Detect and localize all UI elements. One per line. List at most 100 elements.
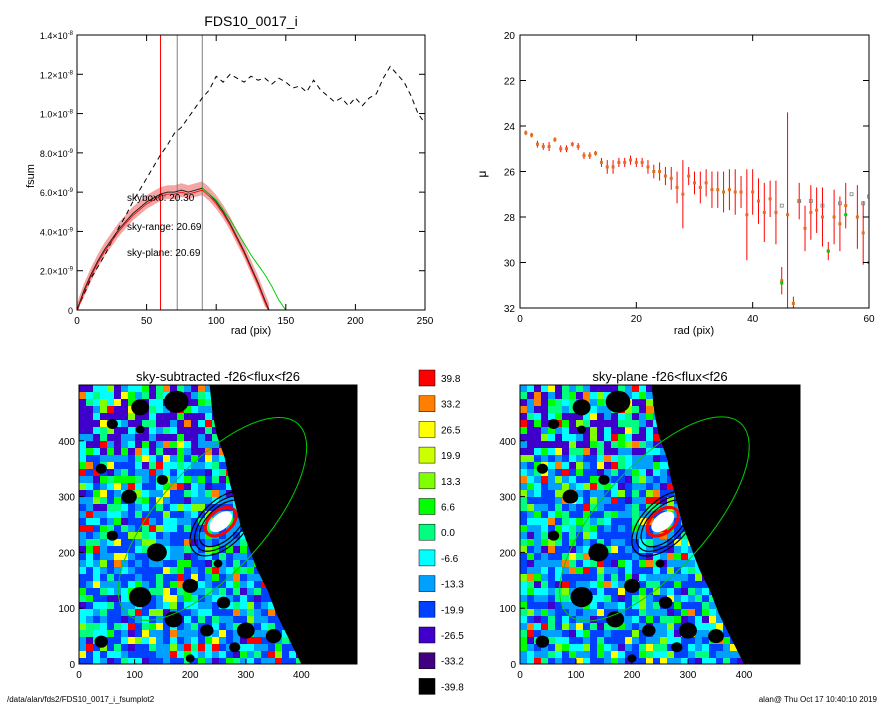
map-pixel [198,637,205,644]
map-pixel [611,602,618,609]
map-pixel [135,525,142,532]
map-pixel [135,483,142,490]
map-pixel [569,644,576,651]
map-pixel [674,609,681,616]
map-pixel [520,581,527,588]
map-pixel [254,630,261,637]
map-pixel [79,602,86,609]
map-pixel [212,427,219,434]
map-pixel [100,651,107,658]
map-pixel [548,448,555,455]
map-pixel [212,490,219,497]
map-pixel [611,658,618,664]
map-pixel [604,560,611,567]
map-pixel [548,602,555,609]
map-pixel [527,532,534,539]
map-pixel [121,448,128,455]
map-pixel [527,511,534,518]
map-pixel [625,406,632,413]
map-pixel [625,518,632,525]
map-pixel [86,658,93,664]
map-pixel [268,623,275,630]
map-pixel [597,462,604,469]
map-pixel [114,616,121,623]
map-pixel [520,469,527,476]
map-pixel [163,497,170,504]
map-pixel [163,588,170,595]
map-pixel [107,546,114,553]
map-pixel [275,651,282,658]
map-pixel [142,532,149,539]
map-pixel [723,637,730,644]
map-pixel [100,441,107,448]
map-pixel [667,658,674,664]
map-pixel [611,546,618,553]
map-pixel [541,581,548,588]
map-pixel [156,385,163,392]
map-pixel [576,518,583,525]
map-pixel [128,427,135,434]
map-pixel [562,546,569,553]
isophote-ellipse [640,499,689,548]
map-pixel [604,406,611,413]
map-pixel [163,518,170,525]
map-pixel [618,602,625,609]
map-pixel [170,595,177,602]
map-pixel [128,504,135,511]
map-pixel [597,602,604,609]
map-pixel [93,651,100,658]
map-pixel [639,399,646,406]
map-pixel [219,455,226,462]
map-pixel [149,602,156,609]
map-pixel [562,406,569,413]
map-pixel [660,637,667,644]
map-pixel [625,504,632,511]
map-pixel [562,630,569,637]
map-pixel [590,420,597,427]
map-pixel [548,385,555,392]
map-pixel [639,567,646,574]
map-pixel [611,637,618,644]
map-pixel [555,518,562,525]
map-pixel [191,392,198,399]
map-pixel [128,616,135,623]
map-pixel [534,392,541,399]
map-pixel [548,637,555,644]
map-pixel [86,497,93,504]
map-pixel [247,644,254,651]
map-pixel [618,574,625,581]
map-pixel [163,406,170,413]
sky-plane-map: sky-plane -f26<flux<f26 0 100 200 300 400010… [499,369,801,681]
map-pixel [121,420,128,427]
map-pixel [674,602,681,609]
map-pixel [191,420,198,427]
map-pixel [583,658,590,664]
map-pixel [205,637,212,644]
map-pixel [163,469,170,476]
map-pixel [184,630,191,637]
sky-range-line [77,187,270,310]
map-pixel [240,581,247,588]
map-pixel [527,609,534,616]
map-pixel [163,525,170,532]
map-pixel [555,651,562,658]
map-pixel [205,525,212,532]
map-pixel [107,553,114,560]
map-pixel [674,637,681,644]
map-pixel [660,448,667,455]
map-pixel [520,476,527,483]
map-pixel [86,532,93,539]
map-pixel [191,637,198,644]
map-pixel [576,651,583,658]
map-frame [78,384,358,665]
data-point [768,197,772,201]
map-pixel [142,525,149,532]
map-pixel [541,385,548,392]
data-point [565,147,569,151]
map-pixel [604,532,611,539]
map-pixel [86,441,93,448]
map-pixel [646,490,653,497]
map-pixel [576,539,583,546]
y-tick-label: 300 [58,493,75,504]
